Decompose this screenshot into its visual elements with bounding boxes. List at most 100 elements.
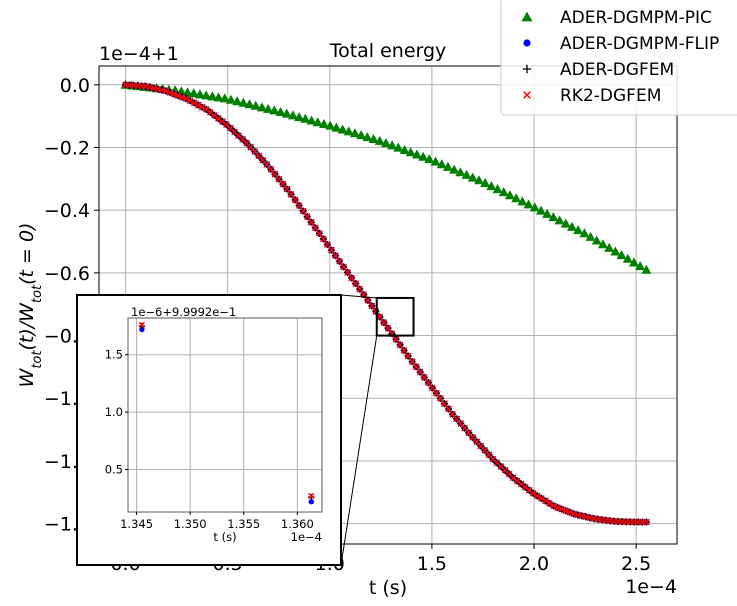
inset-grid xyxy=(128,318,322,512)
data-point xyxy=(428,384,436,392)
data-point xyxy=(542,497,549,505)
data-point xyxy=(348,274,356,282)
data-point xyxy=(546,499,553,507)
data-point xyxy=(194,89,205,99)
data-point xyxy=(166,89,174,96)
data-point xyxy=(343,126,354,136)
legend-marker xyxy=(523,91,531,99)
data-point xyxy=(374,135,385,145)
data-point xyxy=(628,257,639,267)
data-point xyxy=(315,229,323,237)
data-point xyxy=(263,103,274,113)
data-point xyxy=(182,87,193,97)
data-point xyxy=(244,99,255,109)
data-point xyxy=(162,87,170,95)
data-point xyxy=(352,280,360,287)
data-point xyxy=(283,185,291,193)
data-point xyxy=(219,93,230,103)
data-point xyxy=(411,149,422,159)
data-point xyxy=(566,508,574,516)
inset-x-tick-label: 1.355 xyxy=(227,517,260,531)
data-point xyxy=(307,218,315,226)
inset-x-offset-label: 1e−4 xyxy=(291,530,322,544)
data-point xyxy=(412,363,420,371)
data-point xyxy=(441,400,448,408)
data-point xyxy=(295,202,303,209)
data-point xyxy=(238,97,249,107)
data-point xyxy=(332,252,339,260)
data-point xyxy=(291,196,299,204)
data-point xyxy=(299,207,307,215)
data-point xyxy=(396,341,404,349)
data-point xyxy=(336,257,343,265)
legend-label: ADER-DGFEM xyxy=(560,60,674,80)
data-point xyxy=(202,105,210,113)
data-point xyxy=(560,218,571,228)
data-point xyxy=(201,90,212,100)
inset-axes-frame xyxy=(127,317,323,513)
zoom-rectangle xyxy=(375,296,415,337)
inset-data-point xyxy=(308,492,315,500)
inset-y-offset-label: 1e−6+9.9992e−1 xyxy=(131,305,236,319)
data-point xyxy=(548,212,559,222)
data-point xyxy=(294,112,305,122)
x-tick-label: 2.0 xyxy=(519,553,549,575)
data-point xyxy=(328,246,335,254)
legend-box xyxy=(500,0,737,116)
data-point xyxy=(300,113,311,123)
data-point xyxy=(356,285,364,293)
data-point xyxy=(349,128,360,138)
data-point xyxy=(537,494,545,502)
inset-x-tick-label: 1.360 xyxy=(281,517,314,531)
data-point xyxy=(287,190,295,198)
data-point xyxy=(400,347,408,354)
data-point xyxy=(437,395,444,402)
data-point xyxy=(616,250,627,260)
data-point xyxy=(312,117,323,127)
data-point xyxy=(445,405,452,413)
data-point xyxy=(364,296,372,304)
data-point xyxy=(325,120,336,130)
legend-label: ADER-DGMPM-FLIP xyxy=(560,34,719,54)
data-point xyxy=(362,132,373,142)
data-point xyxy=(213,92,224,102)
data-point xyxy=(558,505,565,513)
data-point xyxy=(207,91,218,101)
legend-marker xyxy=(523,39,531,47)
data-point xyxy=(198,103,206,111)
inset-ticks: 1.345 1.350 1.355 1.360 0.5 1.0 1.5 xyxy=(105,348,314,531)
x-tick-label: 2.5 xyxy=(621,553,651,575)
data-point xyxy=(641,264,652,274)
zoom-connector xyxy=(340,335,378,566)
series-rk2-dgfem xyxy=(122,81,650,526)
data-point xyxy=(256,102,267,112)
data-point xyxy=(455,167,466,177)
data-point xyxy=(529,489,537,497)
data-point xyxy=(542,208,553,218)
x-tick-label: 1.5 xyxy=(417,553,447,575)
y-tick-label: −0.6 xyxy=(44,263,90,285)
inset-panel: 1.345 1.350 1.355 1.360 0.5 1.0 1.5 1e−6+9.999… xyxy=(76,294,342,566)
data-point xyxy=(306,115,317,125)
data-point xyxy=(486,181,497,191)
data-point xyxy=(436,159,447,169)
data-point xyxy=(287,110,298,120)
main-series xyxy=(120,79,652,526)
data-point xyxy=(622,253,633,263)
inset-series-rk2-dgfem xyxy=(138,321,315,500)
inset-y-tick-label: 1.5 xyxy=(105,348,123,362)
y-tick-label: −0.4 xyxy=(44,200,90,222)
data-point xyxy=(504,190,515,200)
data-point xyxy=(380,319,388,326)
data-point xyxy=(384,324,392,332)
data-point xyxy=(642,518,650,526)
data-point xyxy=(186,97,194,105)
data-point xyxy=(442,161,453,171)
inset-series xyxy=(138,321,315,505)
data-point xyxy=(387,140,398,150)
data-point xyxy=(430,156,441,166)
data-point xyxy=(319,235,327,243)
inset-data-point xyxy=(139,326,145,333)
zoom-indicator xyxy=(340,294,415,566)
data-point xyxy=(498,187,509,197)
